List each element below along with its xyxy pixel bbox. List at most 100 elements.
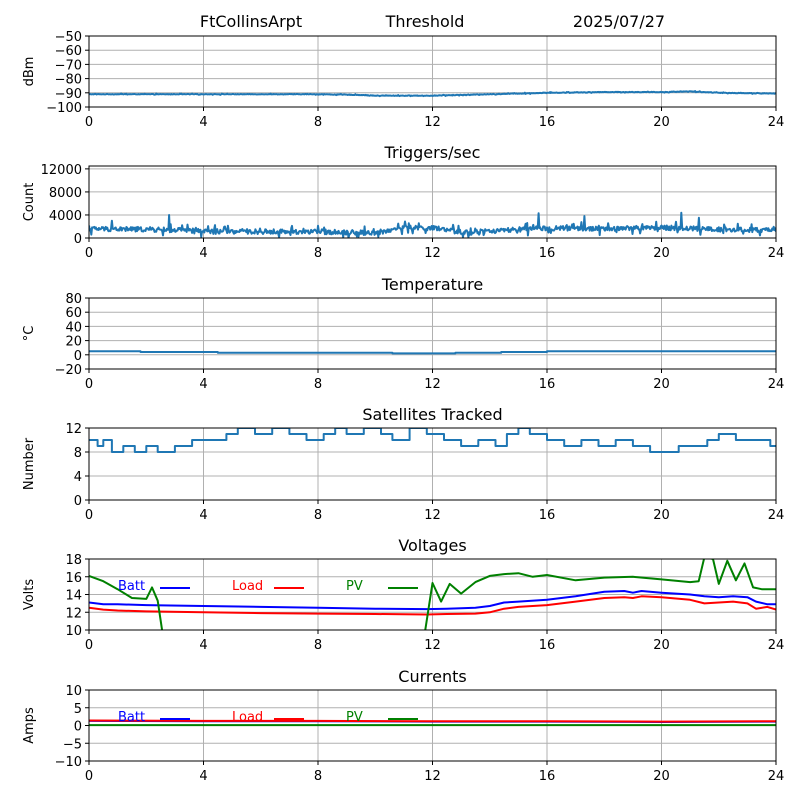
legend-label: Load xyxy=(232,710,263,725)
series-group xyxy=(89,90,776,98)
legend-label: Load xyxy=(232,579,263,594)
x-tick-label: 24 xyxy=(768,638,785,653)
y-tick-label: 12 xyxy=(65,606,82,621)
series-group xyxy=(89,719,776,727)
y-tick-label: −60 xyxy=(55,44,82,59)
y-tick-label: 14 xyxy=(65,589,82,604)
x-tick-label: 20 xyxy=(653,246,670,261)
y-tick-label: −80 xyxy=(55,73,82,88)
y-tick-label: 12 xyxy=(65,422,82,437)
panel-title: Triggers/sec xyxy=(384,143,481,162)
y-tick-label: 18 xyxy=(65,553,82,568)
y-tick-label: 10 xyxy=(65,624,82,639)
x-tick-label: 16 xyxy=(539,638,556,653)
series-line-signal xyxy=(89,90,776,98)
x-tick-label: 8 xyxy=(314,769,322,784)
x-tick-label: 12 xyxy=(424,769,441,784)
y-axis-label: Count xyxy=(22,183,37,222)
x-tick-label: 16 xyxy=(539,769,556,784)
series-group xyxy=(89,350,776,355)
x-tick-label: 8 xyxy=(314,508,322,523)
x-tick-label: 4 xyxy=(199,115,207,130)
panel-satellites: 0 4 8 12 16 20 24 0 4 8 12 Number Satellites Tracked xyxy=(22,405,784,523)
legend-label: PV xyxy=(346,579,363,594)
series-group xyxy=(89,428,776,453)
x-tick-label: 4 xyxy=(199,508,207,523)
x-tick-label: 12 xyxy=(424,377,441,392)
x-tick-label: 12 xyxy=(424,508,441,523)
y-tick-label: 20 xyxy=(65,335,82,350)
y-axis-label: °C xyxy=(22,326,37,342)
x-tick-label: 8 xyxy=(314,638,322,653)
panel-signal: 0 4 8 12 16 20 24 −100−90−80−70−60−50 dBm xyxy=(22,30,784,130)
header-mode: Threshold xyxy=(385,12,465,31)
y-tick-label: 40 xyxy=(65,320,82,335)
x-tick-label: 16 xyxy=(539,508,556,523)
series-line-batt xyxy=(89,590,776,611)
y-tick-label: −5 xyxy=(63,737,82,752)
panel-title: Temperature xyxy=(381,275,483,294)
legend-label: Batt xyxy=(118,579,145,594)
x-tick-label: 24 xyxy=(768,769,785,784)
y-axis-label: Amps xyxy=(22,707,37,744)
y-tick-label: −70 xyxy=(55,58,82,73)
x-tick-label: 12 xyxy=(424,115,441,130)
y-tick-label: −100 xyxy=(46,101,82,116)
x-tick-label: 16 xyxy=(539,377,556,392)
legend-label: PV xyxy=(346,710,363,725)
panel-voltages: 0 4 8 12 16 20 24 10 12 14 16 18 Volts Voltages Batt Lo… xyxy=(22,536,784,653)
y-axis-label: dBm xyxy=(22,57,37,87)
y-tick-label: −20 xyxy=(55,363,82,378)
header-station: FtCollinsArpt xyxy=(200,12,302,31)
series-line-triggers xyxy=(89,211,776,238)
y-tick-label: 12000 xyxy=(41,163,82,178)
y-tick-label: 4 xyxy=(74,470,82,485)
x-tick-label: 0 xyxy=(85,377,93,392)
x-tick-label: 4 xyxy=(199,769,207,784)
x-tick-label: 20 xyxy=(653,638,670,653)
y-tick-label: 8 xyxy=(74,446,82,461)
x-tick-label: 20 xyxy=(653,508,670,523)
y-tick-label: −50 xyxy=(55,30,82,45)
y-tick-label: 8000 xyxy=(49,186,82,201)
series-line-satellites xyxy=(89,428,776,453)
y-tick-label: 60 xyxy=(65,306,82,321)
y-tick-label: 0 xyxy=(74,720,82,735)
y-tick-label: 0 xyxy=(74,232,82,247)
x-tick-label: 4 xyxy=(199,377,207,392)
x-tick-label: 0 xyxy=(85,115,93,130)
y-tick-label: 0 xyxy=(74,349,82,364)
panel-title: Voltages xyxy=(398,536,466,555)
x-tick-label: 4 xyxy=(199,638,207,653)
x-tick-label: 0 xyxy=(85,769,93,784)
x-tick-label: 24 xyxy=(768,377,785,392)
x-tick-label: 16 xyxy=(539,246,556,261)
series-line-load xyxy=(89,719,776,723)
y-tick-label: −90 xyxy=(55,87,82,102)
x-tick-label: 24 xyxy=(768,115,785,130)
y-tick-label: 16 xyxy=(65,571,82,586)
x-tick-label: 20 xyxy=(653,377,670,392)
panel-title: Currents xyxy=(398,667,466,686)
x-tick-label: 8 xyxy=(314,115,322,130)
x-tick-label: 0 xyxy=(85,638,93,653)
x-tick-label: 20 xyxy=(653,115,670,130)
y-axis-label: Number xyxy=(22,437,37,490)
y-tick-label: 0 xyxy=(74,494,82,509)
series-group xyxy=(89,211,776,238)
panel-title: Satellites Tracked xyxy=(362,405,502,424)
x-tick-label: 8 xyxy=(314,377,322,392)
y-tick-label: 10 xyxy=(65,684,82,699)
series-line-temperature xyxy=(89,350,776,355)
series-line-load xyxy=(89,595,776,616)
y-tick-label: 80 xyxy=(65,292,82,307)
x-tick-label: 16 xyxy=(539,115,556,130)
x-tick-label: 8 xyxy=(314,246,322,261)
y-axis-label: Volts xyxy=(22,579,37,611)
y-tick-label: 4000 xyxy=(49,209,82,224)
x-tick-label: 20 xyxy=(653,769,670,784)
header-date: 2025/07/27 xyxy=(573,12,665,31)
